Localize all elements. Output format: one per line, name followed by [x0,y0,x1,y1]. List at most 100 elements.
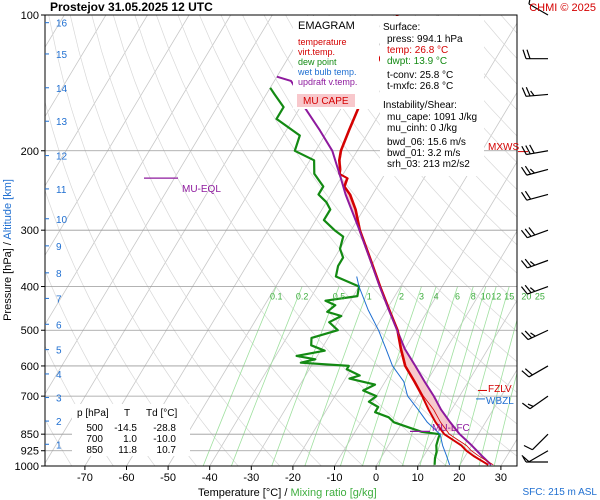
wind-barbs-layer [520,0,549,463]
t-conv: t-conv: 25.8 °C [387,70,453,81]
altitude-tick-label: 11 [56,185,67,196]
mixing-ratio-label: 12 [491,292,501,302]
altitude-tick-label: 6 [56,320,62,331]
dry-adiabat-line [263,15,517,333]
wind-barb-flag [520,286,528,295]
wind-barb-flag [521,145,527,155]
isotherm-line [45,15,273,395]
altitude-tick-label: 5 [56,346,62,357]
wind-barb-flag [523,444,533,451]
altitude-tick-label: 13 [56,117,68,128]
wind-barb-flag [524,190,532,200]
x-tick-label: 20 [453,472,465,484]
wind-barb-flag [521,191,528,201]
dry-adiabat-line [522,15,600,466]
mixing-ratio-label: 20 [521,292,531,302]
wind-barb [521,165,549,176]
mixing-ratio-label: 2 [399,292,404,302]
wind-barb-flag [520,229,528,239]
mu-eql-label: MU-EQL [182,184,221,195]
isotherm-line [292,91,517,466]
wind-barb [528,0,549,16]
series-updraft-v-temp-line [276,75,492,466]
t-mxfc: t-mxfc: 26.8 °C [387,81,453,92]
mixing-ratio-line [478,318,517,466]
dry-adiabat-line [544,15,600,466]
isotherm-line [45,15,190,256]
x-tick-label: 30 [495,472,507,484]
wind-barb-flag [525,145,531,155]
y-tick-label: 300 [21,225,39,237]
y-tick-label: 925 [21,446,39,458]
altitude-tick-label: 1 [56,440,62,451]
wind-barb-shaft [529,395,549,410]
wind-barb-flag [524,284,532,294]
altitude-tick-label: 10 [56,215,68,226]
table-cell: 10.7 [157,445,177,456]
x-axis-label: Temperature [°C] / Mixing ratio [g/kg] [198,487,377,499]
wind-barb-flag [521,87,527,97]
x-tick-label: -30 [243,472,259,484]
y-tick-label: 200 [21,146,39,158]
altitude-tick-label: 14 [56,84,68,95]
altitude-tick-label: 7 [56,294,62,305]
mixing-ratio-label: 15 [504,292,514,302]
wind-barb-flag [524,258,532,267]
mu-cape: mu_cape: 1091 J/kg [387,112,477,123]
dry-adiabat-line [48,15,281,466]
wind-barb-flag [521,332,529,340]
wind-barb-flag [527,403,534,408]
chart-title: Prostejov 31.05.2025 12 UTC [50,0,213,14]
surface-press: press: 994.1 hPa [387,34,463,45]
altitude-tick-label: 12 [56,152,68,163]
legend-title: EMAGRAM [298,20,355,32]
isotherm-line [543,15,600,466]
stats-panel: Surface: press: 994.1 hPa temp: 26.8 °C … [380,16,484,176]
table-cell: 700 [86,434,103,445]
frame-layer [44,14,518,467]
wind-barb-shaft [527,329,549,341]
dry-adiabat-line [199,15,517,425]
mucape-swatch [297,94,355,107]
ticks-layer: -70 -60 -50 -40 -30 -20 -10 0 10 20 30 100 200 300 400… [15,10,545,484]
mixing-ratio-label: 25 [535,292,545,302]
dry-adiabat-line [69,15,322,466]
mu-lfc-label: MU-LFC [432,423,470,434]
sfc-label: SFC: 215 m ASL [523,487,598,498]
wind-barb [520,258,549,269]
mixing-ratio-label: 10 [481,292,491,302]
wind-barb-flag [529,287,536,292]
mixing-ratio-label: 6 [455,292,460,302]
wind-barb [520,227,549,239]
altitude-tick-label: 4 [56,370,62,381]
level-table: p [hPa] T Td [°C] 500 -14.5 -28.8 700 1.… [72,404,190,456]
dry-adiabat-line [565,15,600,466]
mixing-ratio-label: 8 [471,292,476,302]
mu-cinh: mu_cinh: 0 J/kg [387,123,457,134]
wind-barb-flag [528,0,531,5]
wind-barb [521,144,549,156]
y-tick-label: 850 [21,429,39,441]
dry-adiabat-line [328,15,517,246]
plot-frame [44,14,518,467]
dry-adiabat-line [306,15,517,274]
altitude-tick-label: 8 [56,269,62,280]
x-tick-label: -70 [77,472,93,484]
wind-barb-shaft [528,365,549,378]
surface-temp: temp: 26.8 °C [387,45,448,56]
wind-barb [523,433,549,451]
wind-barb-flag [524,228,532,237]
wind-barb-flag [521,166,528,176]
wind-barb [521,190,549,201]
stats-box [380,16,484,176]
wind-barb [521,365,549,378]
table-cell: 11.8 [118,445,137,456]
wind-barb [521,329,549,341]
markers-layer [144,151,528,432]
x-tick-label: -60 [119,472,135,484]
table-header-td: Td [°C] [146,408,177,419]
y-tick-label: 1000 [15,461,39,473]
wind-barb-shaft [528,450,549,463]
x-tick-label: 10 [412,472,424,484]
wind-barb [521,450,549,463]
